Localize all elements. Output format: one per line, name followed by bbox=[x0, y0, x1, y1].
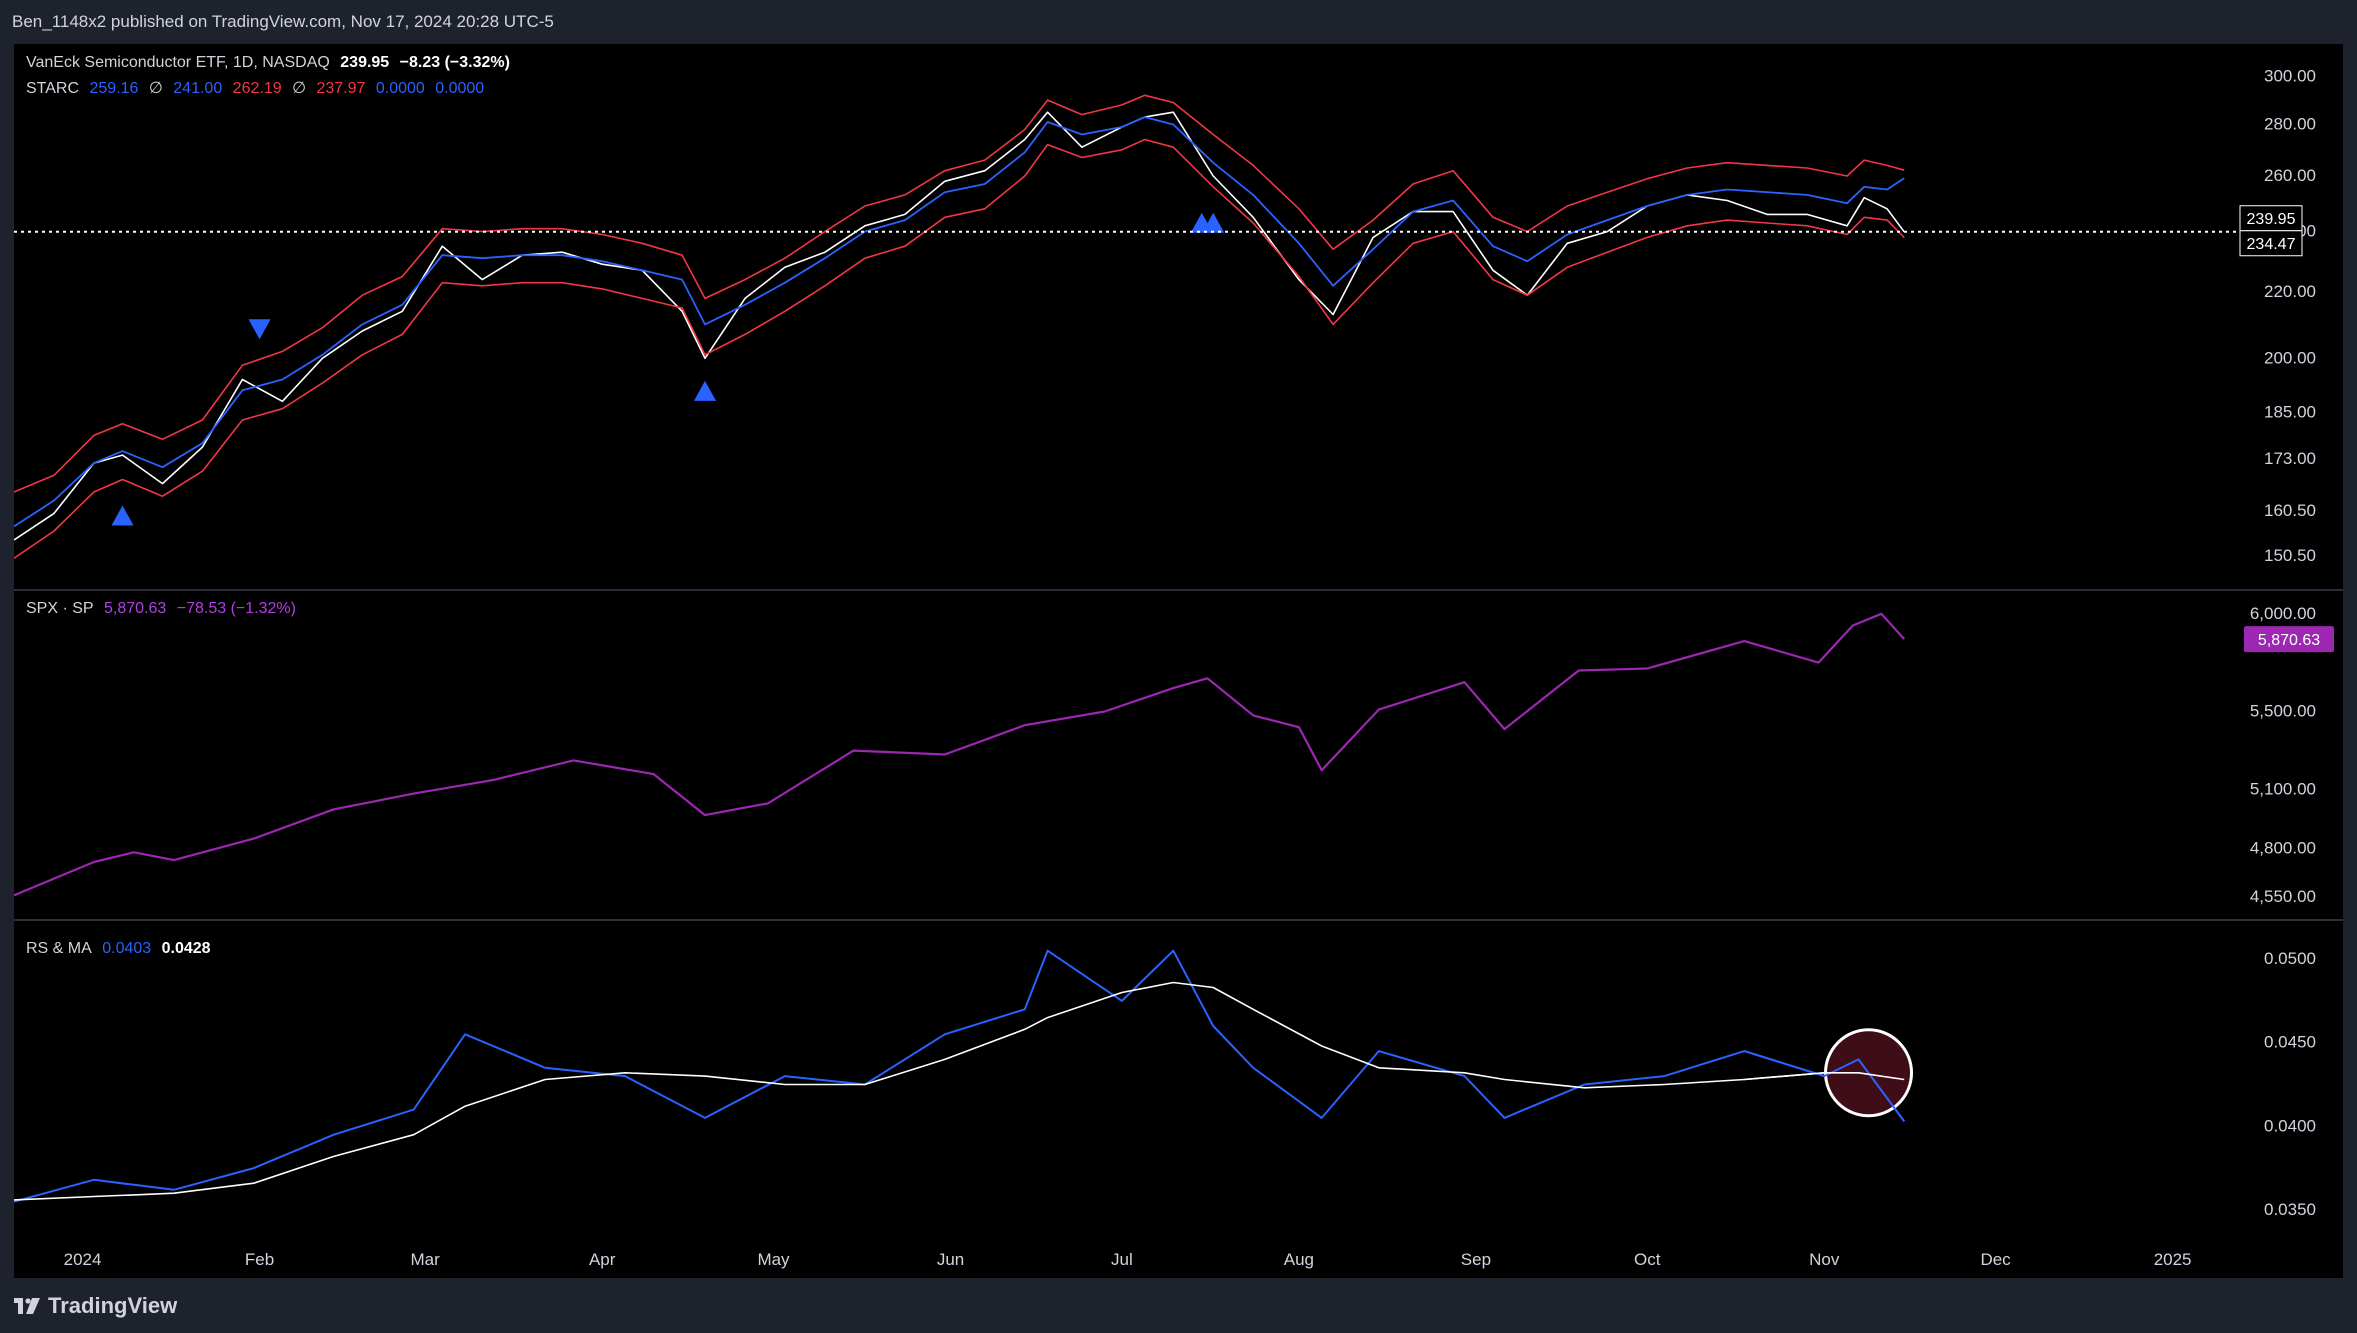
x-tick-label: Jul bbox=[1111, 1250, 1133, 1269]
time-axis[interactable]: 2024 Feb Mar Apr May Jun Jul Aug Sep Oct Nov Dec 202… bbox=[64, 1250, 2192, 1269]
starc-value-7: 0.0000 bbox=[375, 80, 425, 97]
y-tick-label: 0.0450 bbox=[2264, 1033, 2316, 1052]
y-tick-label: 0.0350 bbox=[2264, 1200, 2316, 1219]
published-header: Ben_1148x2 published on TradingView.com,… bbox=[12, 12, 554, 31]
y-tick-label: 173.00 bbox=[2264, 449, 2316, 468]
starc-label: STARC bbox=[26, 80, 80, 97]
spx-pane[interactable]: 6,000.00 5,500.00 5,100.00 4,800.00 4,550.00… bbox=[13, 604, 2334, 906]
y-tick-label: 200.00 bbox=[2264, 348, 2316, 367]
spx-price-tag-label: 5,870.63 bbox=[2258, 632, 2320, 649]
band-tag: 234.47 bbox=[2239, 230, 2303, 257]
y-tick-label: 0.0500 bbox=[2264, 949, 2316, 968]
series-line-spx[interactable] bbox=[13, 612, 1906, 897]
spx-last: 5,870.63 bbox=[104, 600, 167, 617]
x-tick-label: Feb bbox=[245, 1250, 274, 1269]
tradingview-brand: TradingView bbox=[48, 1292, 178, 1318]
y-tick-label: 185.00 bbox=[2264, 402, 2316, 421]
x-tick-label: May bbox=[757, 1250, 790, 1269]
starc-legend: STARC 259.16 ∅ 241.00 262.19 ∅ 237.97 0.… bbox=[26, 78, 490, 98]
starc-value-3: 241.00 bbox=[173, 80, 223, 97]
x-tick-label: Aug bbox=[1284, 1250, 1314, 1269]
starc-value-4: 262.19 bbox=[232, 80, 282, 97]
signal-marker-up[interactable] bbox=[1202, 212, 1225, 233]
price-pane[interactable]: 300.00280.00260.00240.00220.00200.00185.… bbox=[13, 67, 2316, 565]
x-tick-label: 2025 bbox=[2154, 1250, 2192, 1269]
x-tick-label: Sep bbox=[1461, 1250, 1491, 1269]
x-tick-label: Apr bbox=[589, 1250, 616, 1269]
y-tick-label: 4,800.00 bbox=[2250, 838, 2316, 857]
y-tick-label: 5,100.00 bbox=[2250, 780, 2316, 799]
rs-pane[interactable]: 0.0500 0.0450 0.0400 0.0350 bbox=[13, 949, 2316, 1219]
tradingview-logo-icon bbox=[14, 1297, 40, 1314]
starc-value-5: ∅ bbox=[292, 80, 306, 97]
rs-label: RS & MA bbox=[26, 940, 92, 957]
starc-value-1: 259.16 bbox=[89, 80, 139, 97]
spx-price-tag: 5,870.63 bbox=[2244, 626, 2334, 653]
x-tick-label: Oct bbox=[1634, 1250, 1661, 1269]
price-tag-label: 239.95 bbox=[2247, 211, 2296, 228]
starc-value-8: 0.0000 bbox=[435, 80, 485, 97]
series-line-overlay-rs bbox=[1744, 1050, 1906, 1122]
y-tick-label: 4,550.00 bbox=[2250, 887, 2316, 906]
spx-legend: SPX · SP 5,870.63 −78.53 (−1.32%) bbox=[26, 600, 302, 618]
band-tag-label: 234.47 bbox=[2247, 236, 2296, 253]
starc-value-2: ∅ bbox=[148, 80, 163, 97]
y-tick-label: 300.00 bbox=[2264, 67, 2316, 86]
rs-legend: RS & MA 0.0403 0.0428 bbox=[26, 940, 217, 958]
y-tick-label: 260.00 bbox=[2264, 166, 2316, 185]
series-line-starc-lower[interactable] bbox=[13, 138, 1905, 559]
starc-value-6: 237.97 bbox=[316, 80, 366, 97]
spx-change: −78.53 (−1.32%) bbox=[176, 600, 296, 617]
x-tick-label: Dec bbox=[1980, 1250, 2011, 1269]
footer: TradingView bbox=[0, 1278, 2357, 1333]
price-legend: VanEck Semiconductor ETF, 1D, NASDAQ 239… bbox=[26, 54, 516, 72]
series-line-starc-middle[interactable] bbox=[13, 116, 1905, 528]
price-last: 239.95 bbox=[340, 54, 390, 71]
price-symbol: VanEck Semiconductor ETF, 1D, NASDAQ bbox=[26, 54, 330, 71]
x-tick-label: 2024 bbox=[64, 1250, 102, 1269]
y-tick-label: 5,500.00 bbox=[2250, 702, 2316, 721]
chart-area[interactable]: 300.00280.00260.00240.00220.00200.00185.… bbox=[13, 44, 2343, 1278]
y-tick-label: 220.00 bbox=[2264, 282, 2316, 301]
tradingview-logo[interactable]: TradingView bbox=[14, 1293, 177, 1319]
x-tick-label: Nov bbox=[1809, 1250, 1840, 1269]
signal-marker-down[interactable] bbox=[248, 319, 271, 340]
series-line-ma[interactable] bbox=[13, 981, 1905, 1201]
x-tick-label: Mar bbox=[411, 1250, 441, 1269]
chart-svg[interactable]: 300.00280.00260.00240.00220.00200.00185.… bbox=[13, 44, 2343, 1278]
y-tick-label: 0.0400 bbox=[2264, 1116, 2316, 1135]
y-tick-label: 280.00 bbox=[2264, 114, 2316, 133]
rs-value: 0.0403 bbox=[102, 940, 152, 957]
price-tag: 239.95 bbox=[2239, 205, 2303, 232]
signal-marker-up[interactable] bbox=[111, 505, 134, 526]
series-line-vaneck-semiconductor-etf[interactable] bbox=[13, 111, 1905, 541]
x-tick-label: Jun bbox=[937, 1250, 964, 1269]
y-tick-label: 150.50 bbox=[2264, 546, 2316, 565]
series-line-rs[interactable] bbox=[13, 949, 1906, 1203]
y-tick-label: 6,000.00 bbox=[2250, 604, 2316, 623]
signal-marker-up[interactable] bbox=[693, 380, 716, 401]
spx-symbol: SPX · SP bbox=[26, 600, 94, 617]
series-line-overlay-ma bbox=[1744, 1072, 1905, 1081]
pane-separators bbox=[14, 589, 2343, 921]
y-tick-label: 160.50 bbox=[2264, 501, 2316, 520]
series-line-starc-upper[interactable] bbox=[13, 94, 1905, 493]
price-change: −8.23 (−3.32%) bbox=[399, 54, 510, 71]
ma-value: 0.0428 bbox=[161, 940, 211, 957]
